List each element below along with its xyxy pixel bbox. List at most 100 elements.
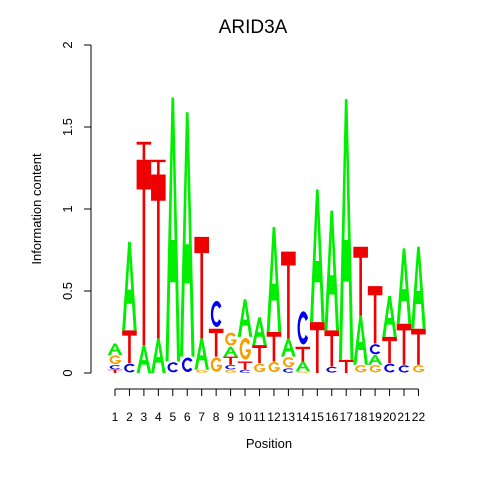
logo-stack (107, 343, 123, 373)
logo-letter-a (194, 338, 209, 370)
y-tick-label: 2 (60, 41, 75, 48)
x-tick-label: 18 (354, 410, 368, 424)
logo-letter-t (266, 332, 282, 362)
logo-letter-c (297, 311, 309, 345)
x-tick-label: 5 (169, 410, 176, 424)
logo-letter-t (310, 322, 325, 373)
logo-letter-a (252, 317, 267, 346)
logo-letter-g (210, 357, 222, 372)
logo-stack (367, 286, 383, 373)
logo-stack (252, 317, 267, 373)
logo-letter-a (295, 361, 311, 372)
logo-letter-g (225, 332, 237, 346)
logo-stack (396, 248, 412, 373)
logo-letter-a (136, 345, 152, 373)
logo-letter-t (382, 336, 397, 364)
logo-letter-t (324, 330, 340, 367)
logo-letter-a (223, 346, 238, 357)
logo-letter-a (266, 227, 282, 332)
logo-letter-t (194, 236, 209, 339)
x-tick-label: 3 (141, 410, 148, 424)
logo-letter-g (239, 337, 251, 360)
logo-stack (295, 311, 311, 373)
logo-letter-a (396, 248, 412, 324)
logo-stack (194, 236, 209, 373)
logo-letter-c (167, 362, 179, 373)
logo-letter-c (109, 365, 121, 370)
logo-stack (151, 159, 166, 373)
x-axis-label: Position (246, 436, 292, 451)
y-axis-label: Information content (29, 153, 44, 265)
x-tick-label: 2 (126, 410, 133, 424)
y-tick-label: 0 (60, 369, 75, 376)
x-tick-label: 8 (213, 410, 220, 424)
logo-stack (266, 227, 282, 373)
logo-letter-t (353, 246, 368, 316)
logo-stack (310, 189, 325, 373)
logo-letter-c (239, 369, 251, 373)
logo-letter-a (237, 299, 253, 337)
logo-letter-c (225, 365, 236, 370)
logo-stack (237, 299, 253, 373)
logo-stack (179, 112, 195, 373)
logo-stack (165, 97, 181, 373)
logo-stack (122, 241, 137, 373)
logo-letter-g (355, 365, 367, 373)
logo-letter-a (107, 343, 123, 355)
x-tick-label: 12 (267, 410, 281, 424)
x-tick-label: 21 (397, 410, 411, 424)
logo-stack (281, 251, 296, 373)
x-tick-label: 16 (325, 410, 339, 424)
logo-letter-c (181, 357, 193, 373)
y-tick-label: 0.5 (60, 282, 75, 300)
x-tick-label: 15 (311, 410, 325, 424)
logo-letter-a (382, 295, 397, 337)
logo-letter-c (369, 344, 381, 355)
x-tick-label: 13 (282, 410, 296, 424)
logo-stack (208, 300, 224, 372)
x-axis: 1 2 3 4 5 6 7 8 9 10 11 12 13 14 15 16 17 18 19 20 21 22 (112, 388, 425, 424)
logo-stack (324, 210, 340, 373)
logo-letter-g (109, 355, 121, 365)
x-tick-label: 20 (383, 410, 397, 424)
logo-letter-t (237, 361, 253, 370)
logo-letter-a (353, 315, 368, 365)
logo-letter-a (165, 97, 181, 362)
logo-letter-t (107, 369, 123, 373)
x-tick-label: 6 (184, 410, 191, 424)
logo-letter-a (338, 99, 354, 360)
chart-title: ARID3A (219, 17, 288, 38)
logo-letter-t (136, 141, 152, 160)
logo-letter-t (208, 328, 224, 357)
logo-letter-g (254, 363, 266, 373)
logo-letter-c (283, 368, 294, 373)
x-tick-label: 1 (112, 410, 119, 424)
x-tick-label: 14 (296, 410, 310, 424)
x-tick-label: 17 (340, 410, 354, 424)
logo-letter-t (151, 174, 166, 339)
y-axis: 0 0.5 1 1.5 2 (60, 41, 92, 377)
logo-letter-c (398, 365, 410, 373)
logo-letter-t (136, 159, 152, 346)
logo-stack (411, 246, 426, 373)
y-tick-label: 1.5 (60, 118, 75, 136)
logo-letter-t (252, 345, 267, 364)
logo-stack (353, 246, 368, 373)
logo-letter-c (210, 300, 222, 327)
logo-stack (382, 295, 397, 373)
logo-letter-a (411, 246, 426, 329)
logo-letter-a (179, 112, 195, 357)
logo-letter-t (367, 286, 383, 344)
logo-stack (136, 141, 152, 373)
logo-letter-c (124, 363, 135, 373)
logo-letter-c (384, 363, 395, 373)
logo-letter-t (396, 323, 412, 365)
logo-letter-a (151, 338, 166, 373)
logo-letter-g (412, 365, 425, 373)
logo-stack (338, 99, 354, 373)
logo-stack (223, 332, 238, 373)
logo-letter-a (310, 189, 325, 323)
logo-letter-t (281, 251, 296, 339)
logo-letter-g (225, 369, 237, 373)
